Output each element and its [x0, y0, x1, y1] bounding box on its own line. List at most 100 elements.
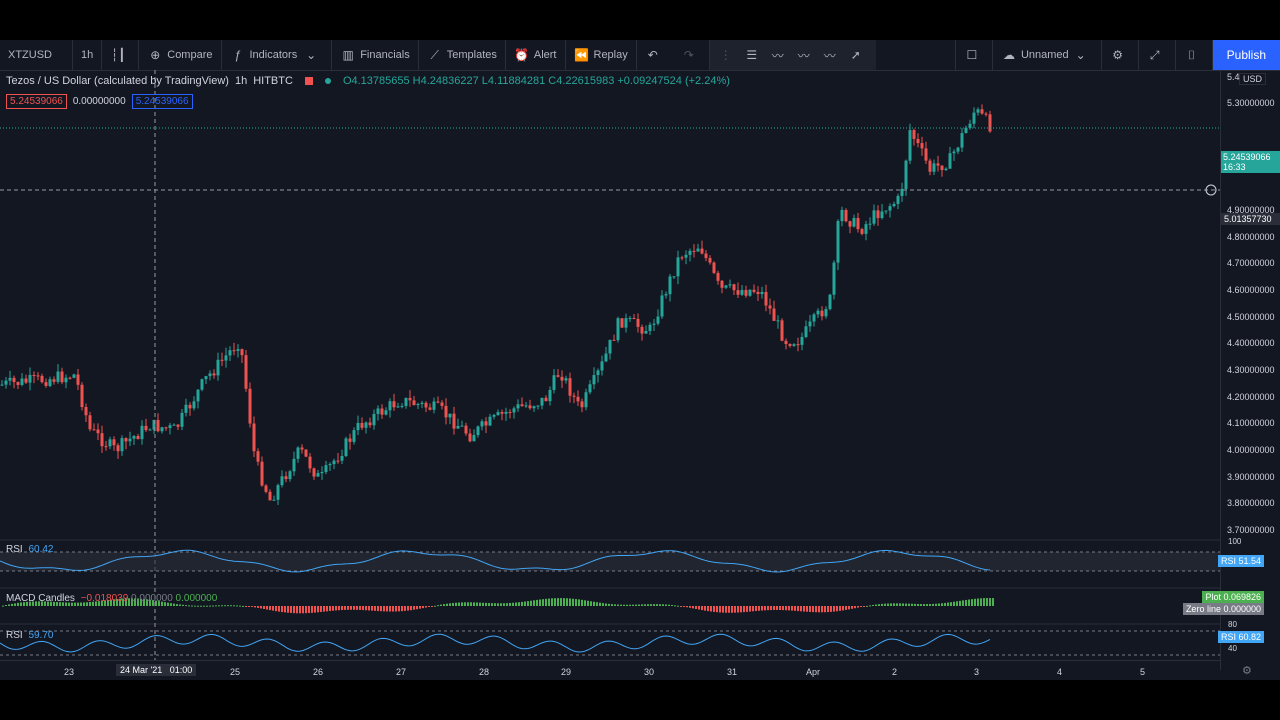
time-axis-label: 25 [230, 667, 241, 677]
macd-bar [692, 606, 694, 609]
macd-bar [713, 606, 715, 612]
macd-bar [932, 603, 934, 606]
macd-bar [209, 605, 211, 607]
pattern-wxyz-icon[interactable]: 〰 [797, 48, 810, 63]
macd-bar [788, 606, 790, 611]
candle-body [872, 210, 876, 224]
undo-button[interactable]: ↶ [637, 40, 673, 70]
redo-button[interactable]: ↷ [673, 40, 710, 70]
macd-bar [197, 605, 199, 607]
price-chart[interactable] [0, 40, 1280, 680]
indicators-button[interactable]: ƒ Indicators ⌄ [222, 40, 333, 70]
publish-button[interactable]: Publish [1212, 40, 1280, 70]
macd-bar [647, 604, 649, 606]
time-axis-label: 3 [974, 667, 980, 677]
macd-bar [581, 599, 583, 606]
macd-bar [632, 604, 634, 606]
compare-button[interactable]: ⊕ Compare [139, 40, 222, 70]
macd-bar [746, 606, 748, 612]
macd-bar [602, 603, 604, 606]
candle-body [812, 314, 816, 322]
price-axis[interactable]: USD 5.300000005.100000004.900000004.8000… [1220, 70, 1280, 670]
candle-body [952, 151, 956, 154]
time-axis[interactable]: 23 25 26 27 28 29 30 31 Apr 2 3 4 5 24 Mar '21 01:00… [0, 660, 1252, 681]
macd-bar [743, 606, 745, 613]
candle-body [340, 455, 344, 461]
bid-value[interactable]: 5.24539066 [6, 94, 67, 109]
candle-body [128, 438, 132, 442]
currency-label[interactable]: USD [1239, 73, 1267, 85]
rsi1-badge: RSI 51.54 [1217, 555, 1264, 567]
macd-bar [836, 606, 838, 612]
macd-bar [752, 606, 754, 612]
candle-body [448, 413, 452, 418]
macd-bar [308, 606, 310, 614]
macd-bar [398, 606, 400, 612]
snapshot-button[interactable]: ⌷ [1176, 40, 1213, 70]
symbol-search-button[interactable]: XTZUSD [0, 40, 73, 70]
pattern-abc-icon[interactable]: 〰 [771, 48, 784, 63]
candle-body [348, 438, 352, 442]
financials-button[interactable]: ▥ Financials [332, 40, 419, 70]
alert-button[interactable]: ⏰ Alert [506, 40, 566, 70]
macd-bar [374, 606, 376, 611]
drag-handle-icon[interactable]: ⋮ [719, 48, 732, 62]
candle-body [44, 382, 48, 386]
candle-body [936, 163, 940, 166]
indicators-label: Indicators [249, 49, 298, 61]
flag-icon[interactable] [304, 77, 313, 85]
macd-bar [905, 603, 907, 606]
macd-bar [782, 606, 784, 611]
candle-body [412, 400, 416, 406]
candle-body [4, 380, 8, 385]
macd-bar [797, 606, 799, 612]
cursor-icon[interactable]: ➚ [850, 48, 861, 62]
macd-bar [446, 603, 448, 606]
candle-body [656, 316, 660, 324]
macd-bar [449, 603, 451, 606]
settings-gear-icon[interactable]: ⚙ [1242, 665, 1252, 677]
macd-bar [182, 604, 184, 606]
pattern-wxy-icon[interactable]: 〰 [823, 48, 836, 63]
candle-body [984, 113, 988, 115]
candle-body [584, 392, 588, 408]
time-axis-label: 4 [1057, 667, 1063, 677]
horizontal-lines-icon[interactable]: ☰ [746, 48, 758, 62]
interval-button[interactable]: 1h [73, 40, 103, 70]
candle-body [184, 404, 188, 413]
candle-body [468, 433, 472, 442]
alarm-icon: ⏰ [514, 48, 530, 62]
layout-name-button[interactable]: ☁ Unnamed ⌄ [993, 40, 1102, 70]
macd-bar [896, 603, 898, 606]
replay-button[interactable]: ⏪ Replay [566, 40, 637, 70]
macd-bar [869, 605, 871, 607]
macd-bar [323, 606, 325, 612]
macd-bar [641, 604, 643, 606]
macd-bar [875, 604, 877, 606]
macd-bar [629, 604, 631, 606]
candle-body [12, 377, 16, 383]
macd-bar [545, 598, 547, 606]
macd-bar [527, 601, 529, 606]
macd-bar [974, 598, 976, 606]
expand-button[interactable]: ⤢ [1139, 40, 1176, 70]
macd-bar [587, 600, 589, 606]
macd-bar [551, 598, 553, 606]
settings-button[interactable]: ⚙ [1102, 40, 1139, 70]
macd-bar [674, 605, 676, 607]
ask-value[interactable]: 5.24539066 [131, 94, 193, 109]
candle-body [284, 476, 288, 480]
macd-bar [833, 606, 835, 612]
price-axis-label: 4.30000000 [1227, 365, 1275, 375]
candle-body [256, 451, 260, 462]
macd-bar [50, 601, 52, 606]
chart-type-button[interactable]: ┆┃ [102, 40, 140, 70]
fullscreen-toggle-button[interactable]: ☐ [954, 40, 993, 70]
macd-bar [269, 606, 271, 611]
macd-bar [596, 602, 598, 606]
templates-button[interactable]: ⟋ Templates [419, 40, 506, 70]
candle-body [660, 295, 664, 317]
candle-body [324, 465, 328, 473]
candle-body [908, 130, 912, 161]
macd-bar [272, 606, 274, 611]
